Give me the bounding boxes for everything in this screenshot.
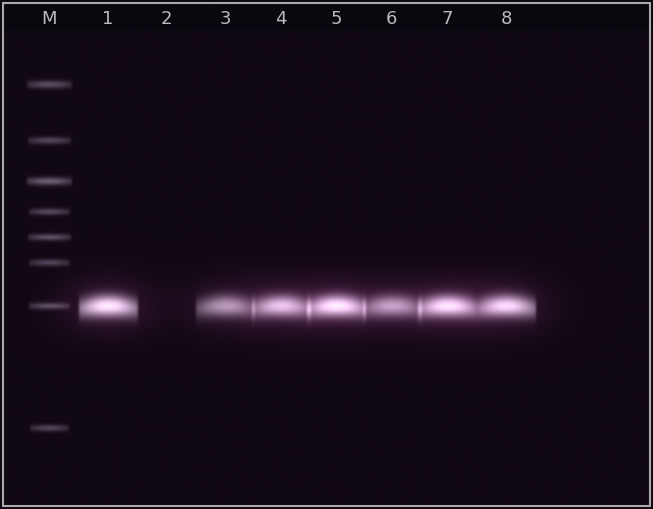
Text: M: M [41,10,57,28]
Text: 1: 1 [102,10,114,28]
Text: 5: 5 [330,10,342,28]
Text: 2: 2 [161,10,172,28]
Text: 6: 6 [386,10,398,28]
Text: 8: 8 [500,10,512,28]
Text: 7: 7 [441,10,453,28]
Text: 4: 4 [275,10,287,28]
Text: 3: 3 [219,10,231,28]
